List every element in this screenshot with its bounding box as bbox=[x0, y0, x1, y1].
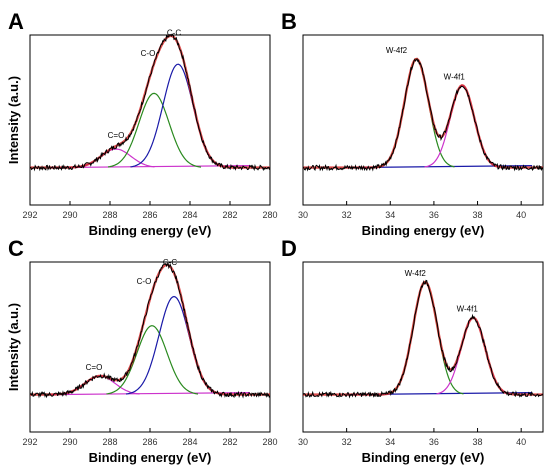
x-tick-label: 40 bbox=[516, 437, 526, 447]
series-raw bbox=[302, 57, 544, 172]
panel-b: 30 32 34 36 38 40 Binding energy (eV) B W-4f2 W-4… bbox=[281, 9, 544, 238]
panel-letter: D bbox=[281, 236, 297, 261]
x-tick-label: 292 bbox=[22, 437, 37, 447]
series-peak bbox=[107, 92, 202, 168]
series-peak bbox=[436, 317, 511, 395]
peak-label: W-4f1 bbox=[457, 305, 479, 314]
series-peak bbox=[130, 63, 227, 168]
series-peak bbox=[125, 295, 223, 395]
plot-frame bbox=[29, 261, 271, 433]
peak-label: W-4f1 bbox=[444, 72, 466, 81]
peak-label: C=O bbox=[86, 363, 103, 372]
plot-frame bbox=[29, 34, 271, 206]
peak-label: C-O bbox=[137, 277, 152, 286]
series-fit bbox=[303, 57, 543, 169]
x-tick-label: 40 bbox=[516, 210, 526, 220]
peak-label: W-4f2 bbox=[386, 46, 408, 55]
plot-frame bbox=[302, 261, 544, 433]
panel-d: 30 32 34 36 38 40 Binding energy (eV) D W-4f2 W-4… bbox=[281, 236, 544, 465]
x-tick-label: 282 bbox=[222, 437, 237, 447]
x-tick-label: 288 bbox=[102, 437, 117, 447]
series-fit bbox=[303, 280, 543, 396]
x-tick-label: 286 bbox=[142, 437, 157, 447]
panel-a: 292 290 288 286 284 282 280 Binding energy (eV)… bbox=[6, 9, 278, 238]
panel-c: 292 290 288 286 284 282 280 Binding energy (eV)… bbox=[6, 236, 278, 465]
x-tick-label: 36 bbox=[429, 210, 439, 220]
y-axis-label: Intensity (a.u.) bbox=[6, 76, 21, 164]
x-tick-label: 38 bbox=[473, 210, 483, 220]
x-tick-label: 280 bbox=[262, 210, 277, 220]
panel-letter: A bbox=[8, 9, 24, 34]
peak-label: C-C bbox=[163, 258, 177, 267]
x-tick-label: 284 bbox=[182, 437, 197, 447]
x-tick-label: 290 bbox=[62, 210, 77, 220]
peak-label: C=O bbox=[108, 131, 125, 140]
x-tick-label: 288 bbox=[102, 210, 117, 220]
panel-letter: B bbox=[281, 9, 297, 34]
x-tick-label: 282 bbox=[222, 210, 237, 220]
x-tick-label: 32 bbox=[342, 210, 352, 220]
x-tick-label: 36 bbox=[429, 437, 439, 447]
y-axis-label: Intensity (a.u.) bbox=[6, 303, 21, 391]
x-axis-label: Binding energy (eV) bbox=[362, 450, 485, 465]
x-tick-label: 30 bbox=[298, 210, 308, 220]
series-raw bbox=[302, 279, 544, 399]
x-tick-label: 284 bbox=[182, 210, 197, 220]
x-tick-label: 34 bbox=[385, 210, 395, 220]
x-axis-label: Binding energy (eV) bbox=[89, 223, 212, 238]
peak-label: C-C bbox=[167, 29, 181, 38]
x-tick-label: 38 bbox=[473, 437, 483, 447]
x-tick-label: 32 bbox=[342, 437, 352, 447]
panel-letter: C bbox=[8, 236, 24, 261]
x-axis-label: Binding energy (eV) bbox=[89, 450, 212, 465]
x-tick-label: 280 bbox=[262, 437, 277, 447]
x-axis-label: Binding energy (eV) bbox=[362, 223, 485, 238]
series-raw bbox=[29, 33, 271, 172]
x-tick-label: 30 bbox=[298, 437, 308, 447]
peak-label: C-O bbox=[141, 49, 156, 58]
peak-label: W-4f2 bbox=[405, 269, 427, 278]
x-tick-label: 290 bbox=[62, 437, 77, 447]
series-raw bbox=[29, 262, 271, 399]
series-peak bbox=[424, 84, 500, 168]
x-tick-label: 286 bbox=[142, 210, 157, 220]
x-tick-label: 292 bbox=[22, 210, 37, 220]
series-peak bbox=[106, 325, 199, 395]
plot-frame bbox=[302, 34, 544, 206]
x-tick-label: 34 bbox=[385, 437, 395, 447]
